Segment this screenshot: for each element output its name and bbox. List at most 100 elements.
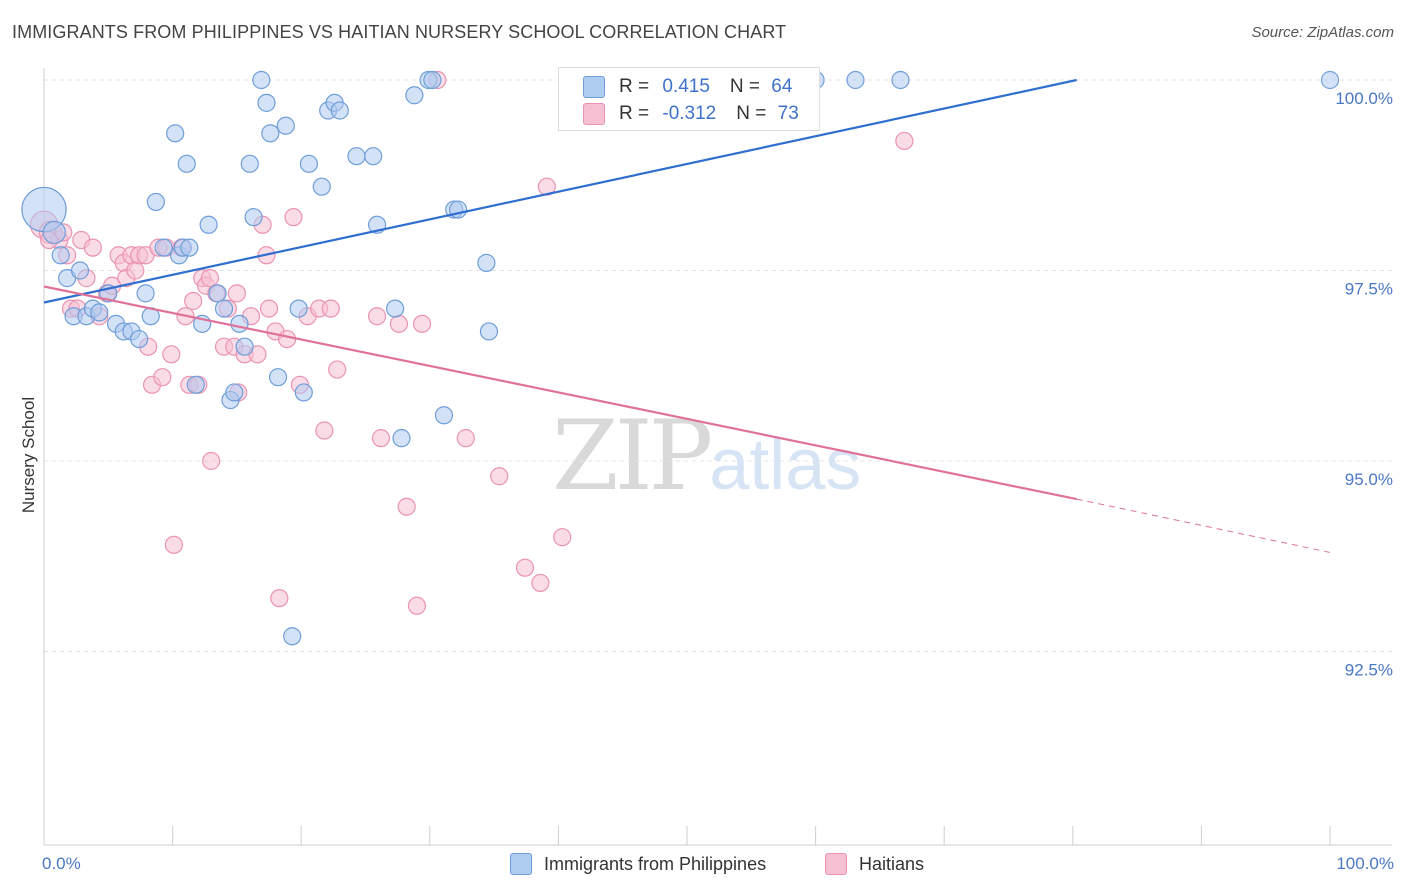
bottom-legend-label-haitians: Haitians: [859, 853, 925, 874]
point-philippines: [405, 86, 424, 105]
point-philippines: [1320, 70, 1340, 90]
point-philippines: [479, 322, 499, 341]
trendline-haitians-extension: [1076, 498, 1331, 553]
axes: [43, 68, 1392, 846]
x-tick-label-min: 0.0%: [42, 854, 81, 873]
point-haitians: [83, 238, 102, 257]
legend-r-value: 0.415: [662, 76, 710, 97]
data-points: [21, 70, 1340, 646]
point-philippines: [289, 299, 308, 318]
point-philippines: [283, 627, 302, 646]
legend-row-philippines: R = 0.415 N = 64: [583, 75, 792, 99]
legend-swatch-blue: [583, 76, 605, 98]
point-haitians: [490, 467, 509, 486]
point-philippines: [385, 299, 405, 318]
point-philippines: [186, 375, 205, 394]
point-philippines: [364, 147, 383, 166]
point-haitians: [153, 368, 172, 387]
point-philippines: [146, 192, 165, 212]
point-haitians: [315, 421, 334, 440]
point-haitians: [371, 429, 391, 448]
bottom-legend-swatch-blue: [510, 853, 532, 875]
correlation-legend: R = 0.415 N = 64 R = -0.312 N = 73: [558, 67, 820, 131]
point-philippines: [130, 329, 149, 349]
point-philippines: [214, 299, 234, 318]
point-haitians: [367, 307, 387, 326]
point-philippines: [230, 314, 249, 333]
y-axis-label: Nursery School: [19, 397, 38, 513]
point-philippines: [244, 208, 263, 227]
point-philippines: [846, 70, 865, 90]
legend-r-label: R =: [619, 76, 655, 97]
point-haitians: [227, 284, 246, 303]
point-haitians: [164, 535, 183, 554]
point-philippines: [891, 70, 910, 90]
trendline-philippines: [43, 78, 1077, 304]
point-philippines: [347, 147, 366, 166]
bottom-legend-philippines: Immigrants from Philippines: [510, 852, 766, 876]
point-philippines: [208, 284, 227, 303]
point-philippines: [434, 406, 454, 425]
point-haitians: [126, 261, 145, 280]
point-philippines: [51, 246, 70, 265]
point-haitians: [412, 314, 432, 333]
point-philippines: [392, 429, 411, 448]
point-haitians: [277, 329, 297, 349]
point-philippines: [235, 337, 254, 356]
point-haitians: [515, 558, 535, 577]
point-haitians: [895, 131, 914, 151]
legend-n-value: 73: [777, 103, 799, 124]
point-haitians: [397, 497, 416, 516]
point-philippines: [225, 383, 244, 402]
bottom-legend-swatch-pink: [825, 853, 847, 875]
point-philippines: [252, 70, 271, 90]
point-philippines: [136, 284, 155, 303]
point-philippines: [166, 124, 185, 143]
tick-labels: 100.0% 97.5% 95.0% 92.5% 0.0% 100.0%: [42, 89, 1394, 873]
legend-n-label: N =: [729, 76, 766, 97]
legend-n-value: 64: [771, 76, 793, 97]
source-credit: Source: ZipAtlas.com: [1251, 24, 1394, 41]
y-tick-label: 95.0%: [1345, 470, 1393, 489]
point-philippines: [70, 261, 90, 280]
trendline-haitians: [43, 285, 1077, 501]
point-haitians: [270, 589, 289, 608]
point-philippines: [276, 116, 295, 135]
y-tick-label: 92.5%: [1345, 661, 1393, 680]
legend-row-haitians: R = -0.312 N = 73: [583, 102, 799, 126]
point-haitians: [389, 314, 409, 333]
point-philippines: [299, 154, 319, 173]
point-philippines: [90, 303, 109, 322]
legend-n-label: N =: [736, 103, 772, 124]
y-tick-label: 97.5%: [1345, 280, 1393, 299]
point-haitians: [328, 360, 347, 379]
point-philippines: [423, 70, 442, 90]
point-haitians: [531, 573, 550, 593]
point-haitians: [184, 291, 203, 311]
point-philippines: [42, 220, 66, 245]
point-philippines: [257, 93, 276, 112]
point-philippines: [330, 101, 349, 120]
bottom-legend-haitians: Haitians: [825, 852, 924, 876]
point-haitians: [259, 299, 279, 318]
point-haitians: [284, 208, 303, 227]
x-tick-label-max: 100.0%: [1336, 854, 1394, 873]
bottom-legend-label-philippines: Immigrants from Philippines: [544, 853, 767, 874]
point-philippines: [261, 124, 280, 143]
point-philippines: [294, 383, 313, 402]
point-haitians: [407, 596, 427, 615]
point-philippines: [477, 253, 496, 272]
point-philippines: [180, 238, 199, 257]
point-philippines: [199, 215, 218, 234]
point-haitians: [553, 528, 572, 547]
legend-swatch-pink: [583, 103, 605, 125]
point-haitians: [321, 299, 340, 318]
point-haitians: [456, 429, 475, 448]
point-philippines: [177, 154, 196, 173]
point-haitians: [162, 345, 181, 364]
point-haitians: [202, 451, 221, 471]
legend-r-label: R =: [619, 103, 655, 124]
trend-lines: [43, 78, 1331, 553]
point-philippines: [154, 238, 173, 257]
